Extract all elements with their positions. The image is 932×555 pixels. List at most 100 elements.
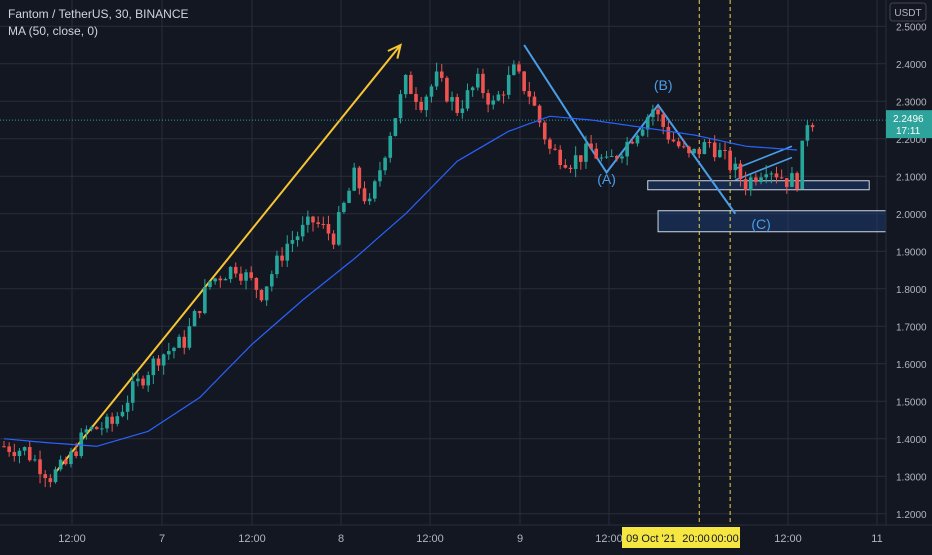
candle-up: [403, 74, 408, 99]
candle-body: [733, 163, 738, 171]
candle-down: [707, 137, 712, 148]
candle-up: [342, 201, 346, 214]
candle-body: [599, 157, 604, 159]
time-tick-label: 8: [338, 533, 344, 545]
price-tick-label: 1.3000: [896, 472, 927, 483]
candle-up: [270, 270, 274, 292]
candle-body: [197, 311, 202, 314]
candle-up: [450, 91, 454, 111]
candle-down: [439, 63, 444, 82]
candle-body: [321, 223, 326, 225]
candle-up: [434, 62, 439, 90]
symbol-title[interactable]: Fantom / TetherUS, 30, BINANCE: [8, 7, 189, 21]
candle-body: [182, 336, 187, 348]
candle-body: [94, 426, 99, 430]
candle-up: [213, 277, 217, 285]
candle-up: [769, 171, 774, 184]
candle-up: [17, 448, 22, 464]
candle-body: [161, 354, 166, 366]
candle-body: [476, 73, 480, 88]
candle-up: [161, 353, 166, 375]
candle-body: [579, 155, 583, 162]
candles: [2, 60, 815, 488]
candle-body: [167, 351, 171, 355]
candle-down: [532, 91, 537, 107]
candle-down: [579, 155, 583, 170]
candle-up: [167, 342, 171, 360]
candle-up: [604, 150, 609, 159]
price-tick-label: 2.3000: [896, 97, 927, 108]
trend-arrow-head: [387, 43, 402, 59]
candle-body: [563, 164, 568, 168]
candle-up: [398, 89, 403, 124]
candle-down: [743, 171, 748, 196]
candle-body: [424, 96, 429, 111]
candle-up: [805, 119, 810, 147]
candle-up: [429, 84, 434, 103]
candle-body: [548, 139, 552, 149]
candle-down: [697, 148, 702, 159]
time-tick-label: 12:00: [595, 533, 623, 545]
candle-body: [795, 173, 799, 190]
candle-body: [553, 148, 557, 150]
candle-up: [172, 346, 176, 359]
candle-down: [785, 178, 789, 194]
candle-up: [388, 132, 393, 163]
candle-up: [58, 455, 63, 472]
candle-up: [151, 356, 156, 385]
candle-down: [481, 68, 485, 99]
candle-body: [388, 135, 393, 158]
candle-up: [22, 446, 27, 456]
candle-body: [687, 146, 691, 154]
candle-down: [316, 216, 320, 228]
candle-up: [460, 99, 465, 119]
candle-down: [527, 81, 532, 105]
candle-down: [182, 330, 187, 355]
candle-body: [64, 459, 68, 465]
candle-body: [347, 190, 351, 203]
candle-body: [743, 179, 748, 190]
candle-down: [259, 289, 264, 303]
candle-up: [285, 235, 290, 267]
candle-down: [563, 159, 568, 169]
candle-body: [589, 143, 593, 149]
candle-up: [599, 154, 604, 162]
time-axis: 12:00 7 12:00 8 12:00 9 12:00 12:00 11 09 Oct '21…: [0, 524, 932, 550]
price-tick-label: 1.4000: [896, 435, 927, 446]
candle-body: [151, 358, 156, 376]
time-highlight-label: 00:00: [711, 533, 739, 545]
candle-body: [779, 177, 784, 179]
candle-down: [517, 61, 521, 74]
candle-up: [275, 250, 279, 279]
candle-down: [594, 142, 599, 160]
candle-down: [542, 120, 547, 145]
candle-body: [609, 155, 614, 157]
candle-body: [7, 446, 11, 452]
candle-body: [537, 105, 542, 123]
candle-up: [228, 266, 233, 283]
candle-body: [465, 90, 470, 109]
candle-up: [718, 142, 722, 158]
time-tick-label: 12:00: [58, 533, 86, 545]
candle-body: [223, 279, 228, 281]
candle-body: [316, 222, 320, 224]
candle-body: [712, 142, 717, 158]
candle-down: [455, 93, 459, 116]
candle-up: [393, 117, 398, 137]
price-tick-label: 1.2000: [896, 510, 927, 521]
candle-body: [244, 272, 248, 281]
candle-down: [141, 375, 145, 389]
candle-down: [197, 310, 202, 319]
candle-up: [383, 156, 387, 175]
candle-body: [671, 139, 676, 142]
candle-down: [357, 165, 362, 195]
candle-up: [465, 83, 470, 112]
ma-indicator-label[interactable]: MA (50, close, 0): [8, 24, 99, 38]
candle-body: [666, 126, 671, 140]
candle-body: [429, 86, 434, 97]
candle-body: [33, 459, 37, 461]
candle-body: [718, 149, 722, 158]
candle-body: [336, 212, 341, 245]
